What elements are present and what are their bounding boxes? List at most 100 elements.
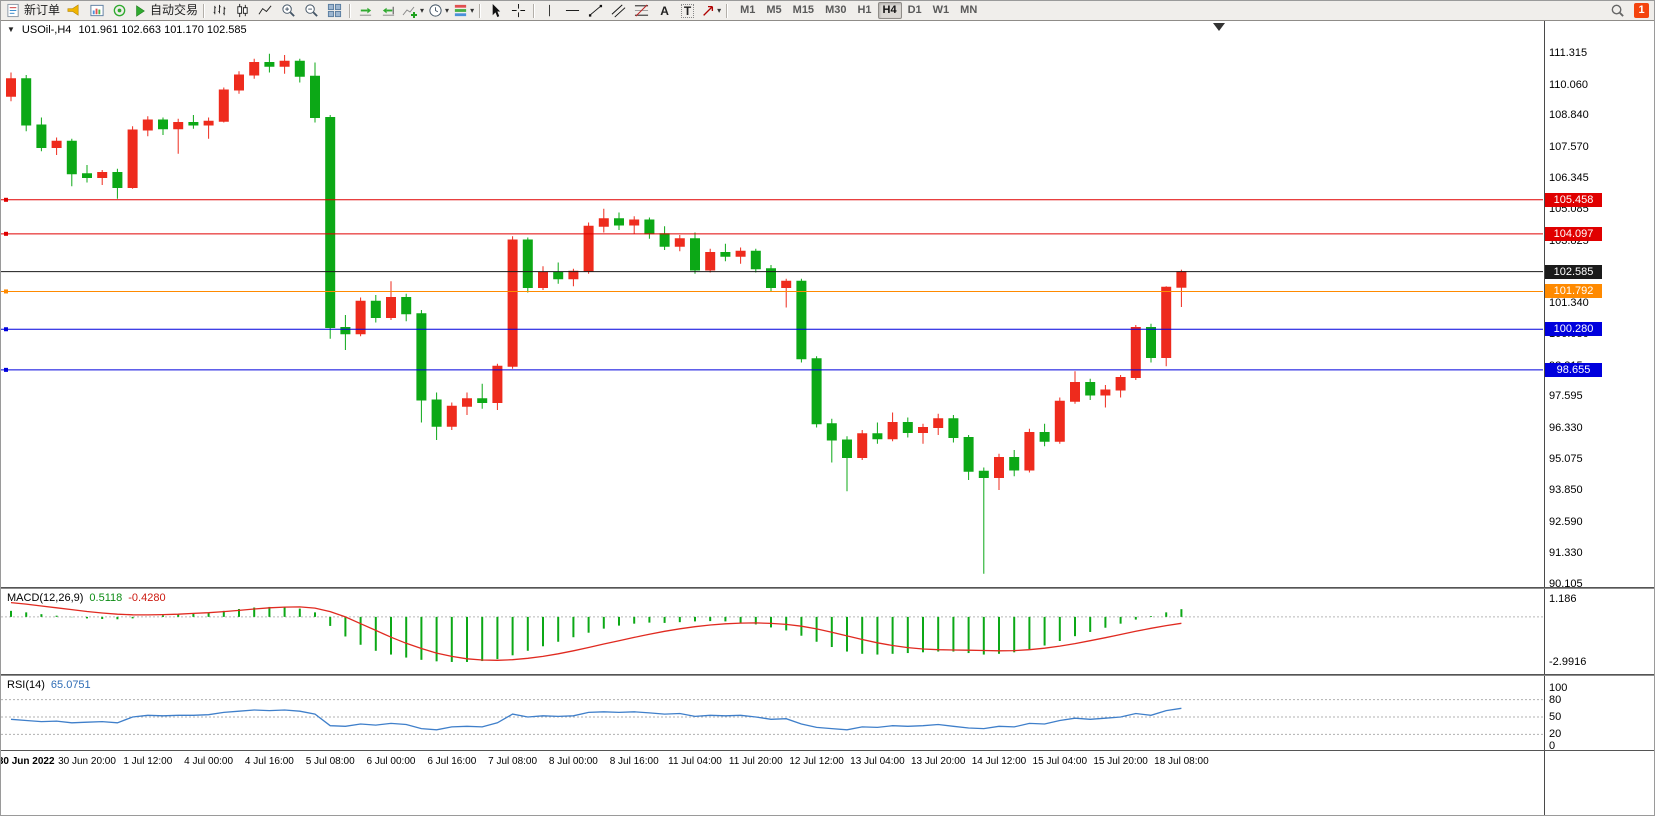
timeframe-button-mn[interactable]: MN [960,4,978,16]
pane-separator-rsi[interactable] [1,674,1654,676]
price-axis[interactable]: 111.315 110.060 108.840 107.570 106.345 105.0… [1544,20,1654,815]
candle [766,268,776,288]
dropdown-arrow-icon: ▾ [717,6,722,15]
candle [82,173,92,178]
chart-area: 30 Jun 2022 30 Jun 20:00 1 Jul 12:00 4 Jul … [1,20,1654,815]
candle [112,172,123,188]
candle [264,62,275,67]
candle [857,433,868,458]
line-anchor[interactable] [4,367,8,372]
timeframe-button-h1[interactable]: H1 [857,4,872,16]
candle [142,119,153,131]
autotrading-button[interactable]: 自动交易 [131,2,200,19]
time-axis-label: 15 Jul 20:00 [1093,756,1148,767]
line-chart-button[interactable] [254,2,277,19]
line-chart-icon [258,5,272,15]
cursor-icon [492,3,501,18]
search-button[interactable] [1606,2,1629,19]
rsi-indicator-pane[interactable] [1,676,1544,750]
channel-tool-button[interactable] [607,2,630,19]
toolbar-right-group: 1 [1606,2,1651,19]
templates-icon [454,4,467,17]
macd-main-value: 0.5118 [89,592,123,604]
text-tool-button[interactable]: A [653,2,676,19]
time-axis-label: 11 Jul 20:00 [728,756,783,767]
level-price-box: 100.280 [1545,322,1602,337]
timeframe-button-m5[interactable]: M5 [766,4,782,16]
templates-button[interactable]: ▾ [451,2,476,19]
candle [598,218,609,227]
label-tool-button[interactable]: T [676,2,699,19]
level-price-box: 101.792 [1545,284,1602,299]
main-price-chart[interactable] [1,20,1544,587]
pane-separator-macd[interactable] [1,587,1654,589]
dropdown-arrow-icon: ▾ [445,6,450,15]
rsi-label-row: RSI(14) 65.0751 [7,679,91,691]
chart-shift-button[interactable] [377,2,400,19]
fibonacci-tool-button[interactable] [630,2,653,19]
time-axis-label: 13 Jul 20:00 [910,756,966,767]
channel-icon [611,4,626,18]
tile-windows-button[interactable] [323,2,346,19]
trendline-tool-button[interactable] [584,2,607,19]
periods-button[interactable]: ▾ [426,2,451,19]
price-axis-label: 107.570 [1549,141,1589,153]
line-anchor[interactable] [4,289,8,294]
level-price-box: 98.655 [1545,362,1602,377]
dropdown-arrow-icon: ▾ [420,6,425,15]
candle [1176,271,1187,288]
candle [1009,457,1020,471]
candle [994,457,1004,478]
indicators-button[interactable]: ▾ [400,2,426,19]
time-axis-label: 11 Jul 04:00 [668,756,722,767]
candle [1161,286,1172,358]
macd-indicator-pane[interactable] [1,589,1544,674]
price-axis-label: 90.105 [1549,577,1583,590]
chart-shift-marker[interactable] [1213,23,1225,31]
timeframe-button-d1[interactable]: D1 [907,4,922,16]
horizontal-line-icon [566,10,580,11]
crosshair-tool-button[interactable] [507,2,530,19]
cursor-tool-button[interactable] [484,2,507,19]
bar-chart-button[interactable] [208,2,231,19]
horizontal-line-tool-button[interactable] [561,2,584,19]
time-axis[interactable]: 30 Jun 2022 30 Jun 20:00 1 Jul 12:00 4 Jul … [1,751,1544,775]
candle [629,219,640,226]
zoom-out-button[interactable] [300,2,323,19]
vertical-line-tool-button[interactable] [538,2,561,19]
candle [234,74,244,91]
toolbar-separator [203,3,206,18]
auto-scroll-icon [359,7,372,16]
price-axis-label: 108.840 [1549,109,1589,122]
candle [826,423,837,441]
vertical-line-icon [549,4,550,17]
candle [127,129,138,188]
candle [66,140,77,175]
signals-button[interactable] [108,2,131,19]
candle [538,272,548,288]
candle [583,225,594,272]
notification-badge[interactable]: 1 [1634,3,1649,18]
line-anchor[interactable] [4,231,8,236]
timeframe-button-m15[interactable]: M15 [792,4,815,16]
auto-scroll-button[interactable] [354,2,377,19]
toolbar-separator [479,3,482,18]
chart-title-row: ▼ USOil-,H4 101.961 102.663 101.170 102.… [7,24,247,36]
time-axis-label: 5 Jul 08:00 [305,756,355,767]
one-click-trading-toggle[interactable]: ▼ [7,25,15,34]
time-axis-label: 15 Jul 04:00 [1032,756,1088,767]
timeframe-button-h4[interactable]: H4 [877,2,902,19]
candlestick-chart-button[interactable] [231,2,254,19]
alerts-button[interactable] [62,2,85,19]
main-toolbar: 新订单 自动交易 [1,1,1654,21]
line-anchor[interactable] [4,327,8,332]
timeframe-button-w1[interactable]: W1 [932,4,950,16]
timeframe-button-m30[interactable]: M30 [825,4,847,16]
zoom-in-button[interactable] [277,2,300,19]
arrows-tool-button[interactable]: ▾ [699,2,723,19]
timeframe-button-m1[interactable]: M1 [740,4,756,16]
new-order-button[interactable]: 新订单 [4,2,62,19]
new-chart-button[interactable] [85,2,108,19]
price-axis-label: 111.315 [1549,47,1588,60]
line-anchor[interactable] [4,197,8,202]
